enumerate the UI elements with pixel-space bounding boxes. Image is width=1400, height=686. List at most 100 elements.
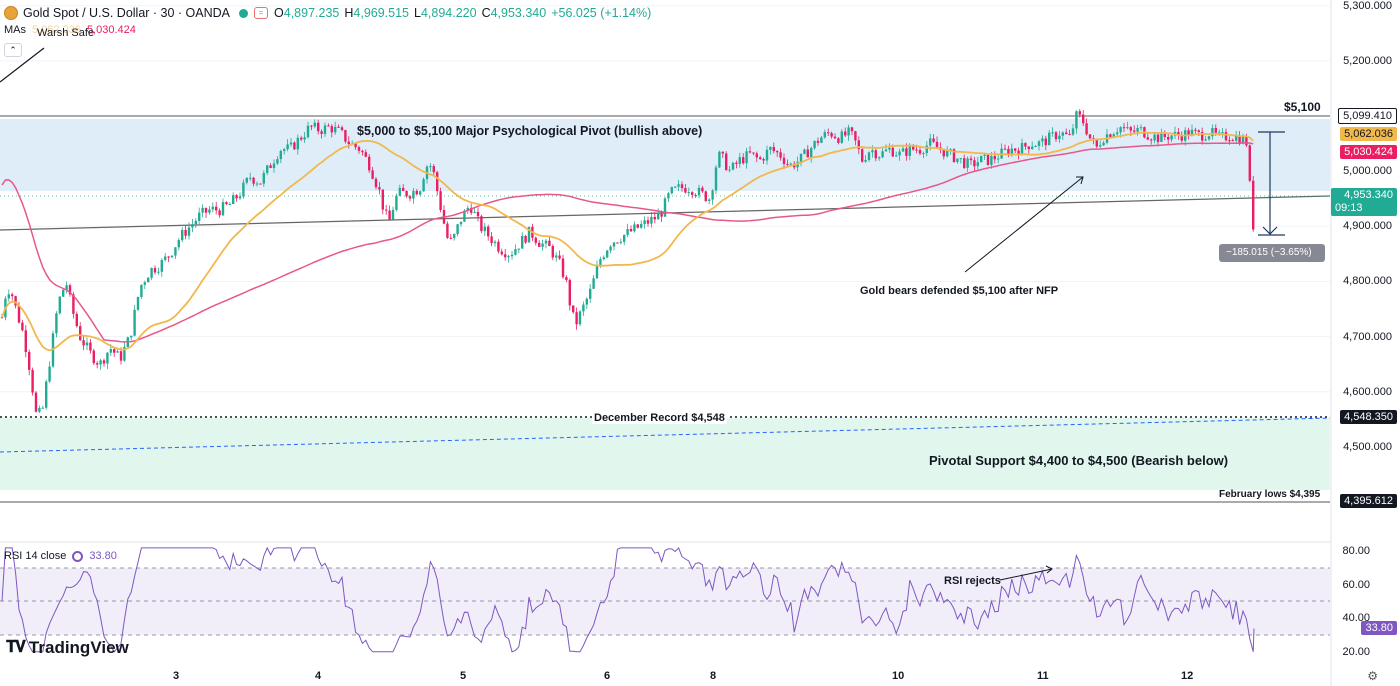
tv-logo-icon: 𝐓𝐕 bbox=[6, 639, 26, 656]
candle-body bbox=[670, 187, 673, 194]
candle-body bbox=[252, 177, 255, 184]
candle-body bbox=[170, 255, 174, 258]
candle-body bbox=[748, 151, 752, 153]
candle-body bbox=[912, 145, 915, 150]
candle-body bbox=[901, 148, 905, 152]
candle-body bbox=[544, 240, 548, 244]
candle-body bbox=[891, 147, 894, 157]
candle-body bbox=[602, 257, 605, 260]
close-value: 4,953.340 bbox=[490, 6, 547, 20]
candle-body bbox=[643, 220, 646, 224]
candle-body bbox=[225, 202, 228, 205]
candle-body bbox=[31, 369, 34, 393]
symbol-title[interactable]: Gold Spot / U.S. Dollar · 30 · OANDA bbox=[23, 6, 231, 20]
candle-body bbox=[136, 296, 140, 310]
candle-body bbox=[731, 162, 735, 170]
candle-body bbox=[983, 154, 986, 156]
candle-body bbox=[218, 210, 221, 216]
open-value: 4,897.235 bbox=[283, 6, 340, 20]
blue-dashed-line[interactable] bbox=[0, 417, 1331, 453]
candle-body bbox=[1014, 148, 1017, 151]
candle-body bbox=[102, 360, 106, 364]
price-tick: 5,000.000 bbox=[1343, 165, 1392, 178]
ma-legend[interactable]: MAs 5,062.036 5,030.424 Warsh Safe bbox=[4, 24, 136, 39]
collapse-legend-button[interactable]: ⌃ bbox=[4, 43, 22, 57]
candle-body bbox=[439, 191, 442, 211]
candle-body bbox=[925, 145, 928, 154]
candle-body bbox=[1252, 180, 1255, 230]
candle-body bbox=[255, 183, 259, 185]
candle-body bbox=[640, 223, 643, 228]
candle-body bbox=[782, 157, 786, 164]
candle-body bbox=[1068, 134, 1071, 136]
candle-body bbox=[408, 196, 412, 199]
open-label: O bbox=[274, 6, 284, 20]
bears-arrow bbox=[964, 176, 1084, 273]
candle-body bbox=[1139, 127, 1143, 129]
candle-body bbox=[1031, 146, 1034, 150]
candle-body bbox=[1024, 143, 1027, 147]
rsi-tag: 33.80 bbox=[1361, 621, 1397, 635]
support-label: Pivotal Support $4,400 to $4,500 (Bearis… bbox=[929, 453, 1229, 468]
candle-body bbox=[619, 241, 622, 243]
price-tick: 4,900.000 bbox=[1343, 220, 1392, 233]
candle-body bbox=[28, 351, 31, 370]
candle-body bbox=[976, 162, 979, 167]
candle-body bbox=[1102, 142, 1105, 146]
candle-body bbox=[306, 125, 310, 138]
candle-body bbox=[949, 149, 952, 151]
candle-body bbox=[725, 153, 728, 171]
candle-body bbox=[606, 250, 609, 258]
candle-body bbox=[449, 237, 452, 239]
candle-body bbox=[990, 156, 993, 165]
candle-body bbox=[942, 149, 945, 157]
candle-body bbox=[272, 163, 276, 169]
candle-body bbox=[762, 159, 765, 161]
tradingview-logo[interactable]: 𝐓𝐕 TradingView bbox=[6, 638, 129, 658]
overlay-text: Warsh Safe bbox=[37, 27, 95, 39]
candle-body bbox=[667, 193, 670, 199]
candle-body bbox=[181, 229, 184, 241]
candle-body bbox=[279, 150, 282, 160]
candle-body bbox=[1051, 132, 1054, 134]
settings-icon[interactable]: ⚙ bbox=[1367, 669, 1378, 683]
rsi-legend[interactable]: RSI 14 close 33.80 bbox=[4, 550, 117, 562]
candle-body bbox=[405, 191, 408, 197]
candle-body bbox=[228, 204, 231, 206]
candle-body bbox=[626, 229, 629, 235]
measure-label: −185.015 (−3.65%) bbox=[1226, 247, 1312, 258]
candle-body bbox=[609, 246, 612, 251]
candle-body bbox=[847, 127, 850, 136]
candle-body bbox=[187, 227, 191, 236]
flag-icon[interactable]: = bbox=[254, 7, 269, 19]
candle-body bbox=[147, 277, 150, 283]
candle-body bbox=[466, 207, 469, 211]
candle-body bbox=[524, 235, 527, 243]
candle-body bbox=[286, 144, 289, 150]
candle-body bbox=[827, 132, 830, 134]
candle-body bbox=[633, 224, 636, 232]
candle-body bbox=[276, 159, 279, 164]
candle-body bbox=[776, 151, 779, 153]
candle-body bbox=[41, 407, 44, 409]
candle-body bbox=[1248, 145, 1251, 181]
candle-body bbox=[75, 313, 78, 327]
candle-body bbox=[490, 236, 493, 244]
low-value: 4,894.220 bbox=[420, 6, 477, 20]
candle-body bbox=[786, 163, 789, 165]
candle-body bbox=[357, 147, 361, 151]
candle-body bbox=[895, 155, 898, 157]
candle-body bbox=[1177, 131, 1180, 136]
time-tick: 12 bbox=[1181, 670, 1194, 682]
rsi-settings-icon[interactable] bbox=[72, 550, 84, 562]
candle-body bbox=[1156, 134, 1160, 142]
candle-body bbox=[419, 191, 422, 195]
candle-body bbox=[106, 352, 109, 364]
symbol-header[interactable]: Gold Spot / U.S. Dollar · 30 · OANDA = O… bbox=[4, 4, 656, 22]
candle-body bbox=[1221, 132, 1224, 134]
candle-body bbox=[514, 249, 517, 255]
ma-label: MAs bbox=[4, 24, 26, 36]
grid bbox=[0, 5, 1330, 448]
candle-body bbox=[1228, 140, 1231, 142]
